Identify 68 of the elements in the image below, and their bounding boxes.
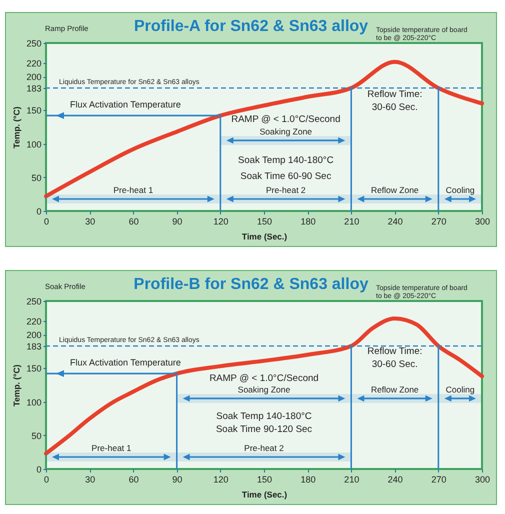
band-label: Reflow Zone — [370, 185, 419, 195]
y-tick-label: 0 — [36, 464, 42, 474]
ref-line-label: Flux Activation Temperature — [70, 358, 181, 368]
x-tick-label: 60 — [128, 216, 139, 226]
x-tick-label: 210 — [344, 216, 360, 226]
annotation: Soak Temp 140-180°C — [216, 411, 312, 422]
y-axis-title: Temp. (°C) — [11, 106, 22, 148]
y-tick-label: 50 — [31, 430, 42, 441]
ref-line-label: Flux Activation Temperature — [70, 100, 181, 110]
y-tick-label: 100 — [26, 139, 42, 150]
y-tick-label: 200 — [26, 72, 42, 82]
x-tick-label: 150 — [256, 216, 272, 226]
band-label: Pre-heat 1 — [92, 443, 132, 453]
x-tick-label: 150 — [256, 474, 272, 484]
y-tick-label: 200 — [26, 330, 42, 340]
band-label: Pre-heat 2 — [266, 185, 306, 195]
x-tick-label: 0 — [44, 216, 50, 226]
x-tick-label: 270 — [431, 216, 446, 226]
band-label: Reflow Zone — [370, 384, 419, 394]
x-axis-title: Time (Sec.) — [242, 490, 288, 500]
annotation: Soak Time 90-120 Sec — [216, 424, 312, 435]
annotation: RAMP @ < 1.0°C/Second — [231, 114, 340, 125]
x-tick-label: 120 — [213, 474, 228, 484]
y-tick-label: 183 — [26, 342, 42, 352]
line-series — [44, 60, 484, 198]
x-tick-label: 180 — [300, 474, 316, 484]
x-tick-label: 270 — [431, 474, 446, 484]
x-tick-label: 240 — [388, 216, 403, 226]
y-tick-label: 183 — [26, 84, 42, 94]
y-tick-label: 100 — [26, 397, 42, 408]
annotation: RAMP @ < 1.0°C/Second — [209, 373, 319, 384]
y-tick-label: 150 — [26, 364, 42, 374]
y-tick-label: 250 — [26, 38, 42, 48]
annotation: Soak Time 60-90 Sec — [240, 171, 332, 182]
x-axis-title: Time (Sec.) — [242, 232, 288, 242]
y-tick-label: 0 — [36, 206, 42, 216]
x-tick-label: 30 — [85, 474, 96, 484]
y-tick-label: 250 — [26, 296, 42, 306]
chart-title: Profile-A for Sn62 & Sn63 alloy — [134, 18, 368, 35]
y-tick-label: 50 — [31, 172, 42, 183]
band-label: Soaking Zone — [260, 126, 312, 136]
x-tick-label: 210 — [344, 474, 360, 484]
x-tick-label: 30 — [85, 216, 96, 226]
chart-title: Profile-B for Sn62 & Sn63 alloy — [134, 276, 368, 293]
x-tick-label: 0 — [44, 474, 50, 484]
annotation: 30-60 Sec. — [372, 102, 418, 113]
x-tick-label: 180 — [300, 216, 316, 226]
band-label: Cooling — [446, 185, 475, 195]
x-tick-label: 120 — [213, 216, 228, 226]
y-tick-label: 220 — [26, 58, 42, 69]
annotation: 30-60 Sec. — [372, 359, 418, 370]
x-tick-label: 90 — [172, 474, 182, 484]
annotation: Soak Temp 140-180°C — [238, 155, 334, 166]
annotation: Reflow Time: — [367, 346, 422, 357]
band-label: Soaking Zone — [238, 384, 290, 394]
band-label: Pre-heat 2 — [244, 443, 284, 453]
y-tick-label: 220 — [26, 316, 42, 327]
y-tick-label: 150 — [26, 106, 42, 116]
annotation: Reflow Time: — [367, 89, 422, 100]
band-label: Pre-heat 1 — [113, 185, 154, 195]
x-tick-label: 300 — [474, 474, 490, 484]
x-tick-label: 300 — [474, 216, 490, 226]
x-tick-label: 90 — [172, 216, 182, 226]
line-series — [44, 316, 484, 456]
x-tick-label: 240 — [388, 474, 403, 484]
x-tick-label: 60 — [128, 474, 139, 484]
band-label: Cooling — [446, 384, 475, 394]
y-axis-title: Temp. (°C) — [11, 364, 22, 406]
